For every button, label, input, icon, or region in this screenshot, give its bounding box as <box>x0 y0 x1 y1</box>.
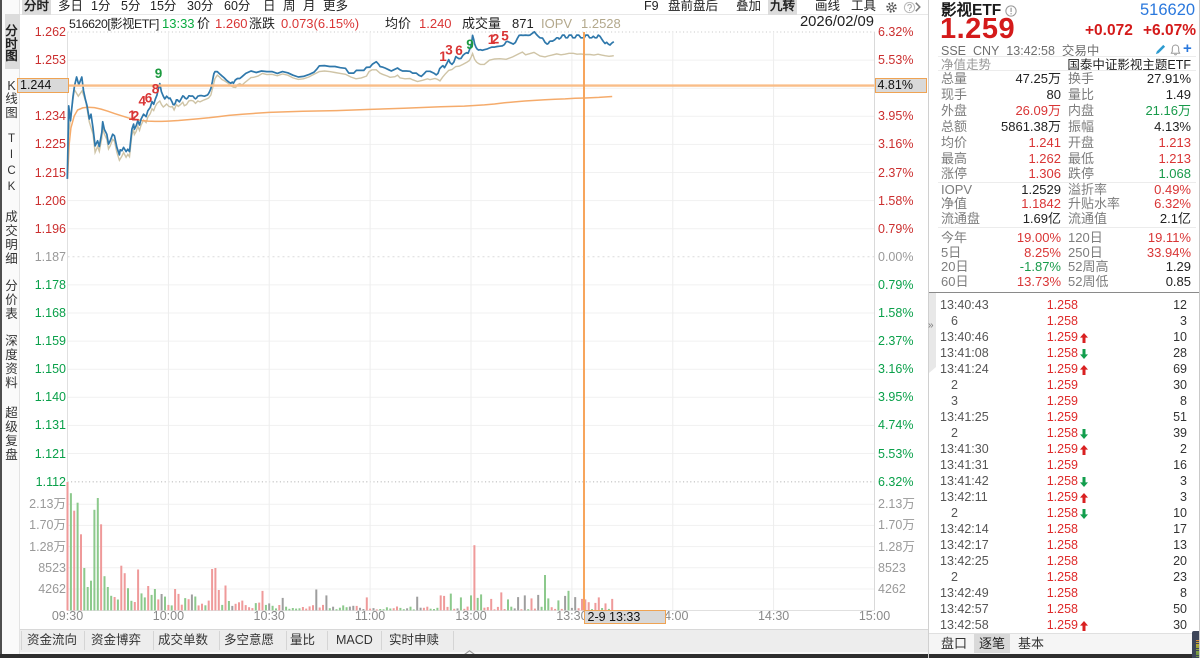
svg-text:1: 1 <box>439 49 447 64</box>
svg-text:4: 4 <box>138 94 146 109</box>
svg-text:6: 6 <box>455 43 463 58</box>
svg-text:5: 5 <box>501 29 509 44</box>
svg-text:1: 1 <box>128 108 136 123</box>
svg-text:9: 9 <box>155 66 163 81</box>
svg-text:3: 3 <box>445 43 453 58</box>
svg-text:6: 6 <box>145 91 153 106</box>
svg-text:2: 2 <box>492 32 500 47</box>
svg-text:8: 8 <box>152 82 160 97</box>
svg-text:1: 1 <box>488 32 496 47</box>
svg-text:2: 2 <box>132 109 140 124</box>
svg-text:9: 9 <box>466 37 474 52</box>
